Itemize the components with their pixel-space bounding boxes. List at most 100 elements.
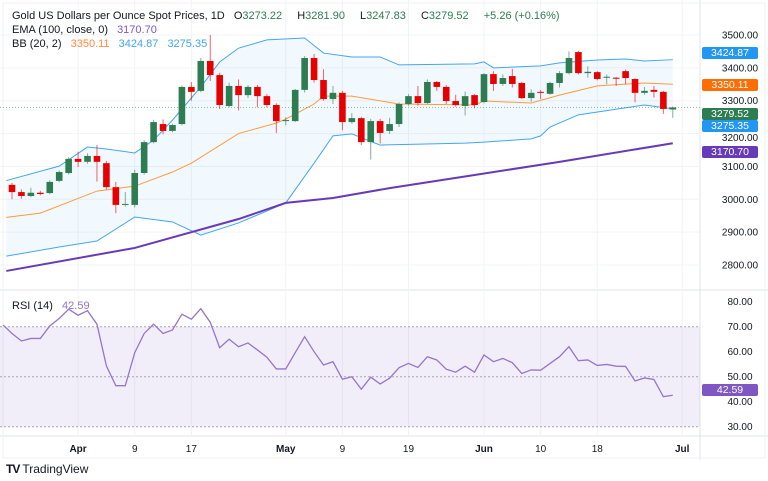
candle-body: [612, 77, 620, 79]
candle-body: [131, 173, 139, 205]
close-label: C: [420, 10, 429, 22]
time-tick-label: 17: [186, 444, 198, 455]
rsi-value: 42.59: [62, 300, 90, 312]
candle: [178, 85, 186, 126]
candle-body: [27, 192, 35, 197]
ema-legend[interactable]: EMA (100, close, 0) 3170.70: [12, 24, 163, 36]
candle-body: [527, 92, 535, 99]
candle: [452, 94, 459, 107]
candle: [612, 77, 620, 86]
candle: [433, 81, 441, 91]
rsi-label: RSI (14): [12, 300, 53, 312]
open-value: 3273.22: [242, 10, 283, 22]
candle-body: [631, 79, 639, 93]
candle: [471, 94, 478, 109]
candle: [188, 81, 195, 101]
rsi-tick-label: 40.00: [727, 397, 752, 408]
candle-body: [112, 187, 120, 205]
time-tick-label: 18: [592, 444, 604, 455]
candle-body: [518, 82, 526, 99]
candle-body: [291, 89, 299, 122]
candle-body: [93, 155, 101, 162]
candle-body: [84, 155, 91, 162]
candle-body: [452, 101, 459, 105]
candle: [112, 181, 120, 214]
candle: [37, 190, 44, 196]
bb-basis-price-tag: 3350.11: [702, 79, 758, 91]
candle: [490, 71, 497, 91]
candle: [414, 85, 422, 106]
price-tick-label: 3000.00: [722, 195, 759, 206]
time-tick-label: 9: [340, 444, 346, 455]
price-tick-label: 2900.00: [722, 228, 759, 239]
candle: [641, 86, 648, 95]
candle: [622, 69, 629, 85]
time-tick-label: May: [276, 444, 296, 455]
candle-body: [55, 172, 63, 181]
price-tick-label: 2800.00: [722, 261, 759, 272]
candle-body: [490, 74, 497, 84]
candle: [216, 72, 223, 109]
time-tick-label: 9: [132, 444, 138, 455]
tradingview-logo[interactable]: TV TradingView: [6, 462, 88, 476]
candle: [65, 157, 72, 175]
candle-body: [641, 90, 648, 93]
candle: [150, 119, 157, 144]
tradingview-name: TradingView: [22, 462, 89, 476]
candle-body: [471, 95, 478, 105]
candle: [367, 118, 375, 160]
candle: [631, 78, 639, 103]
tradingview-logo-icon: TV: [6, 462, 20, 476]
open-label: O: [233, 10, 243, 22]
candle: [169, 123, 176, 133]
candle-body: [263, 96, 271, 105]
candle-body: [461, 96, 469, 106]
rsi-legend[interactable]: RSI (14) 42.59: [12, 300, 96, 312]
candle: [329, 85, 337, 105]
candle-body: [301, 58, 308, 90]
candle-body: [650, 89, 658, 92]
candle-body: [310, 58, 318, 81]
candle-body: [442, 86, 450, 102]
rsi-line: [2, 307, 673, 398]
candle-body: [669, 107, 677, 110]
candle: [480, 73, 488, 104]
candle: [669, 106, 677, 118]
candle-body: [273, 104, 280, 122]
bb-lower-value: 3275.35: [167, 38, 208, 50]
candle: [197, 58, 205, 93]
candle-body: [575, 52, 582, 74]
candle: [424, 79, 431, 105]
candle: [27, 187, 35, 198]
candle: [405, 94, 412, 106]
candle: [84, 153, 91, 164]
rsi-tick-label: 50.00: [727, 372, 752, 383]
candle: [660, 90, 667, 114]
symbol-title: Gold US Dollars per Ounce Spot Prices, 1…: [12, 10, 225, 22]
time-tick-label: 10: [535, 444, 547, 455]
rsi-tick-label: 70.00: [727, 322, 752, 333]
chart-frame: [2, 2, 766, 459]
bb-basis-value: 3350.11: [70, 38, 110, 50]
bb-legend[interactable]: BB (20, 2) 3350.11 3424.87 3275.35: [12, 38, 213, 50]
candle: [235, 79, 242, 111]
candle-body: [386, 124, 393, 131]
rsi-tick-label: 80.00: [727, 297, 752, 308]
low-value: 3247.83: [366, 10, 406, 22]
ema-label: EMA (100, close, 0): [12, 24, 108, 36]
candle: [244, 84, 252, 99]
candle: [206, 35, 214, 82]
candle-body: [348, 118, 356, 123]
candle: [357, 116, 365, 146]
candle: [650, 85, 658, 98]
bb-upper-line: [6, 37, 673, 182]
time-tick-label: Jun: [475, 444, 493, 455]
candle-body: [206, 60, 214, 76]
price-tick-label: 3200.00: [722, 133, 759, 144]
candle-body: [282, 120, 290, 122]
candle-body: [405, 96, 412, 105]
candle: [348, 113, 356, 124]
candle: [320, 69, 327, 101]
candle-body: [660, 91, 667, 109]
